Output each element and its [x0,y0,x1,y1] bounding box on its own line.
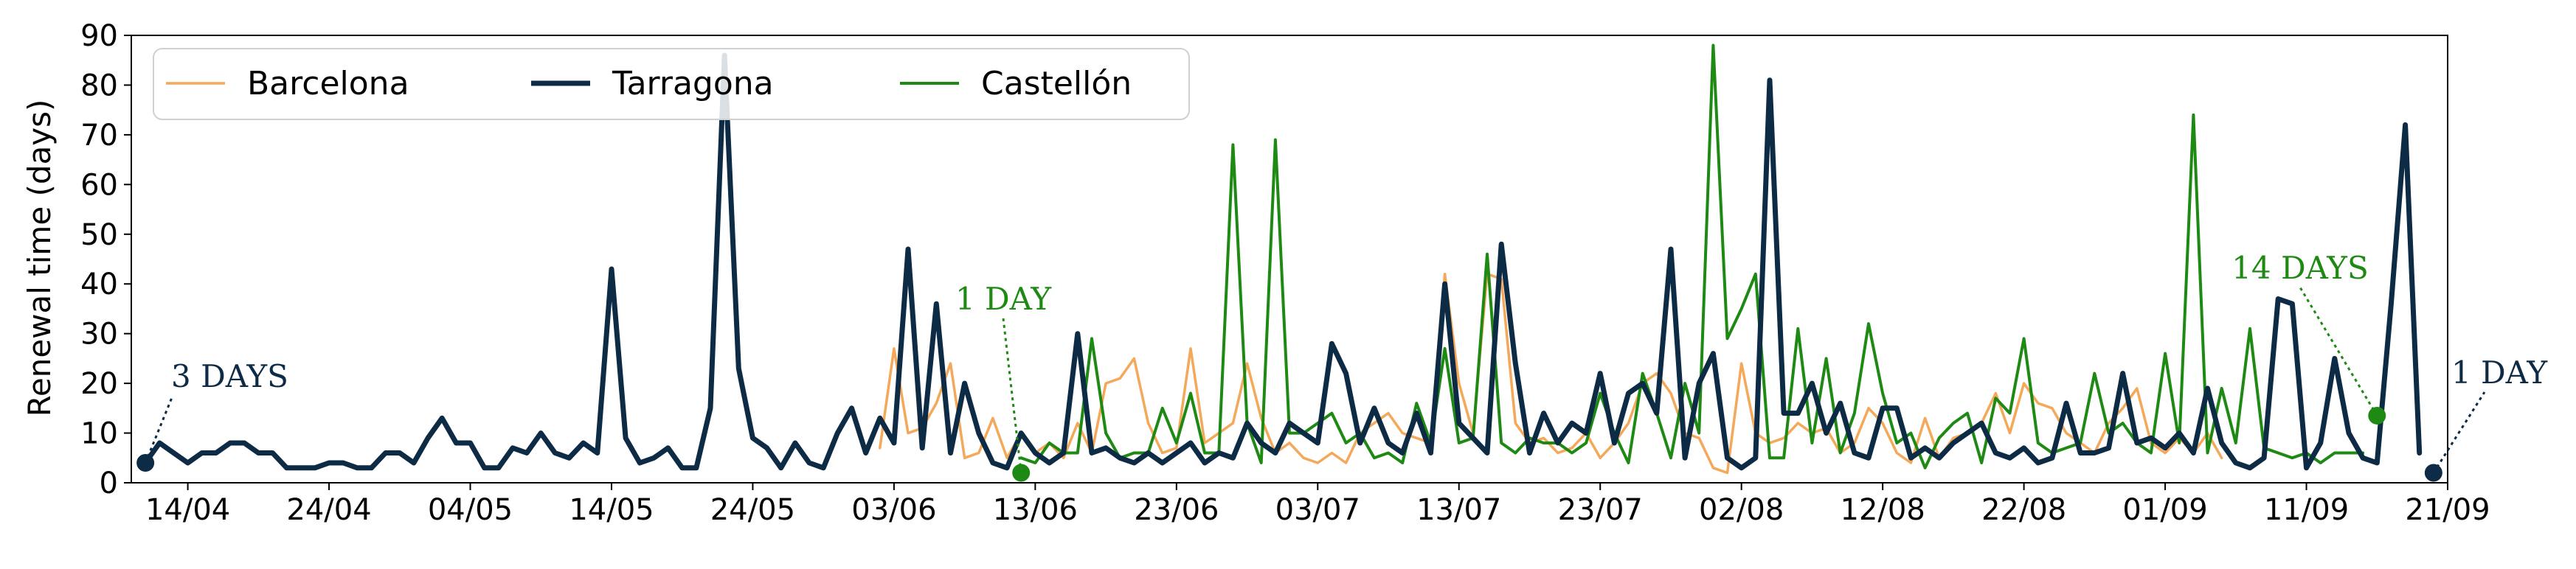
legend-item-tarragona: Tarragona [531,65,774,102]
series-line-castellon [1019,43,2365,469]
legend-box [153,48,1190,120]
y-tick-label: 70 [80,119,118,153]
annotation-leader [2432,391,2486,474]
plot-frame [131,35,2448,484]
annotation-marker [2368,406,2386,425]
y-tick-label: 50 [80,218,118,252]
annotation-label: 3 DAYS [171,358,288,394]
series-tarragona [142,52,2423,471]
annotation: 1 DAY [955,281,1052,482]
x-tick-label: 24/04 [286,493,371,527]
x-tick-label: 11/09 [2264,493,2349,527]
y-tick-label: 80 [80,69,118,102]
legend-item-barcelona: Barcelona [166,65,409,102]
x-tick-label: 24/05 [710,493,795,527]
y-tick-label: 90 [80,19,118,53]
legend: Barcelona Tarragona Castellón [153,48,1190,120]
y-tick-label: 30 [80,318,118,352]
annotation-label: 14 DAYS [2232,250,2369,286]
annotation-label: 1 DAY [955,281,1052,317]
annotation-leader [2299,287,2378,416]
x-tick-label: 02/08 [1699,493,1784,527]
annotation-marker [1012,464,1031,482]
x-tick-label: 14/04 [145,493,230,527]
axes: 0 10 20 30 40 50 60 70 80 90 14/04 24/04 04/05 14/05 2… [80,19,2490,527]
annotation: 14 DAYS [2232,250,2386,425]
x-tick-label: 13/07 [1416,493,1501,527]
x-tick-label: 23/06 [1134,493,1219,527]
x-tick-label: 13/06 [993,493,1078,527]
x-tick-label: 03/07 [1275,493,1360,527]
series-line-tarragona [142,52,2423,471]
series-castellon [1019,43,2365,469]
x-tick-label: 23/07 [1558,493,1643,527]
x-tick-label: 21/09 [2405,493,2490,527]
annotation-leader [144,395,174,464]
legend-label: Castellón [981,65,1132,102]
legend-label: Tarragona [612,65,774,102]
y-tick-label: 20 [80,367,118,401]
annotations: 3 DAYS 1 DAY 14 DAYS 1 DAY [136,250,2548,482]
y-axis-label: Renewal time (days) [21,100,58,417]
annotation-label: 1 DAY [2451,355,2548,391]
plot-area [142,43,2423,475]
x-tick-label: 22/08 [1981,493,2066,527]
x-tick-label: 01/09 [2122,493,2207,527]
y-tick-label: 40 [80,268,118,301]
y-tick-label: 10 [80,417,118,451]
legend-item-castellon: Castellón [900,65,1132,102]
x-tick-label: 03/06 [851,493,936,527]
x-tick-label: 04/05 [428,493,513,527]
annotation: 1 DAY [2424,355,2548,482]
legend-label: Barcelona [247,65,409,102]
y-tick-label: 60 [80,168,118,202]
x-tick-label: 14/05 [569,493,654,527]
annotation-marker [136,454,155,472]
y-tick-label: 0 [100,467,118,500]
annotation-marker [2424,464,2442,482]
x-tick-label: 12/08 [1841,493,1925,527]
annotation: 3 DAYS [136,358,288,472]
